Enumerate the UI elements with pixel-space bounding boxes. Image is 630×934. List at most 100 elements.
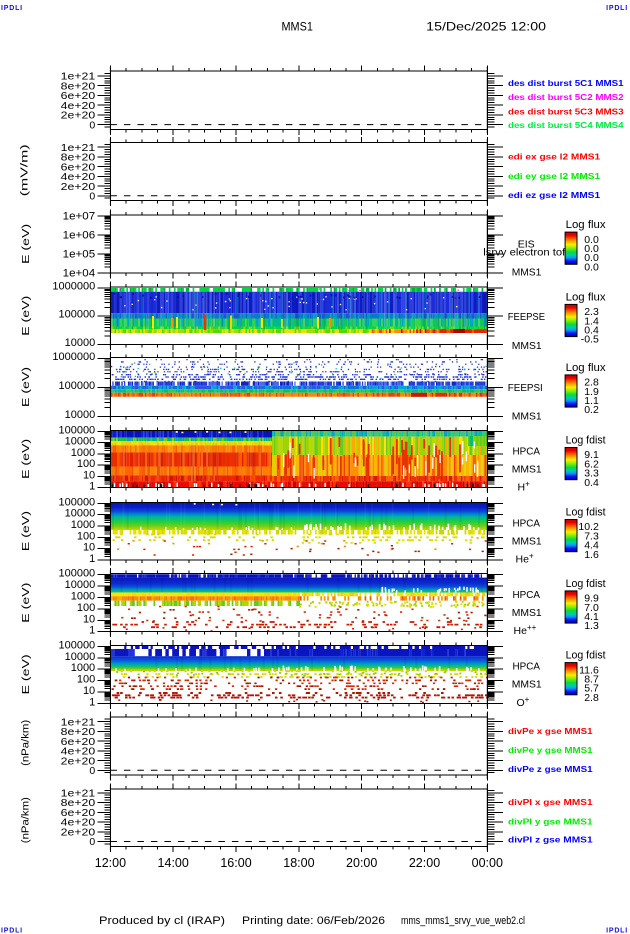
svg-text:1e+07: 1e+07	[63, 211, 96, 223]
svg-text:Log flux: Log flux	[566, 362, 607, 374]
svg-text:1e+21: 1e+21	[61, 716, 96, 728]
svg-text:(nPa/km): (nPa/km)	[20, 720, 32, 766]
svg-text:1000: 1000	[71, 662, 95, 674]
svg-text:0.4: 0.4	[584, 477, 599, 489]
svg-text:10000: 10000	[65, 409, 96, 421]
svg-text:11.6: 11.6	[579, 664, 599, 676]
svg-text:0.0: 0.0	[584, 243, 599, 255]
svg-text:18:00: 18:00	[283, 856, 314, 870]
svg-text:1.6: 1.6	[584, 549, 599, 561]
svg-text:2e+20: 2e+20	[61, 827, 96, 839]
svg-text:16:00: 16:00	[220, 856, 251, 870]
svg-text:7.3: 7.3	[584, 530, 599, 542]
svg-text:0: 0	[89, 191, 95, 203]
svg-text:1.3: 1.3	[584, 620, 599, 632]
svg-text:4.1: 4.1	[584, 611, 599, 623]
svg-text:E (eV): E (eV)	[20, 583, 32, 623]
svg-text:HPCA: HPCA	[513, 446, 541, 458]
svg-text:0.0: 0.0	[584, 252, 599, 264]
svg-text:IPDLI: IPDLI	[606, 928, 628, 934]
svg-text:1e+21: 1e+21	[61, 788, 96, 800]
svg-text:MMS1: MMS1	[512, 340, 542, 352]
svg-text:EIS: EIS	[518, 239, 535, 251]
svg-text:Printing date: 06/Feb/2026: Printing date: 06/Feb/2026	[242, 915, 385, 927]
svg-text:1: 1	[89, 481, 95, 493]
svg-text:5.7: 5.7	[584, 683, 599, 695]
svg-text:des dist burst 5C3 MMS3: des dist burst 5C3 MMS3	[508, 107, 624, 116]
svg-text:8e+20: 8e+20	[61, 80, 96, 92]
svg-text:divPI x gse MMS1: divPI x gse MMS1	[508, 798, 593, 807]
svg-text:divPI z gse MMS1: divPI z gse MMS1	[508, 836, 593, 845]
svg-text:7.0: 7.0	[584, 602, 599, 614]
svg-text:100000: 100000	[58, 496, 95, 508]
svg-text:12:00: 12:00	[95, 856, 126, 870]
svg-text:10: 10	[83, 613, 95, 625]
svg-text:MMS1: MMS1	[512, 464, 542, 476]
svg-text:2.3: 2.3	[584, 306, 599, 318]
svg-text:3.3: 3.3	[584, 468, 599, 480]
svg-text:MMS1: MMS1	[512, 267, 542, 279]
svg-text:2e+20: 2e+20	[61, 755, 96, 767]
svg-text:10: 10	[83, 542, 95, 554]
svg-text:4e+20: 4e+20	[61, 746, 96, 758]
svg-text:des dist burst 5C2 MMS2: des dist burst 5C2 MMS2	[508, 93, 624, 102]
svg-text:divPI y gse MMS1: divPI y gse MMS1	[508, 818, 593, 827]
svg-text:IPDLI: IPDLI	[1, 928, 23, 934]
svg-text:1000000: 1000000	[52, 281, 95, 293]
svg-text:9.1: 9.1	[584, 449, 599, 461]
svg-text:0: 0	[89, 119, 95, 131]
svg-text:Log fdist: Log fdist	[566, 507, 606, 519]
svg-text:6e+20: 6e+20	[61, 736, 96, 748]
svg-text:15/Dec/2025 12:00: 15/Dec/2025 12:00	[426, 19, 546, 33]
svg-text:1: 1	[89, 696, 95, 708]
svg-text:10.2: 10.2	[578, 521, 599, 533]
svg-text:MMS1: MMS1	[512, 411, 542, 423]
svg-text:2e+20: 2e+20	[61, 181, 96, 193]
svg-text:2.8: 2.8	[584, 377, 599, 389]
svg-text:(nPa/km): (nPa/km)	[20, 797, 32, 843]
svg-text:10000: 10000	[65, 436, 96, 448]
svg-text:0.0: 0.0	[584, 234, 599, 246]
svg-text:10000: 10000	[65, 579, 96, 591]
svg-text:1: 1	[89, 553, 95, 565]
svg-text:2e+20: 2e+20	[61, 110, 96, 122]
svg-text:edi ey gse l2 MMS1: edi ey gse l2 MMS1	[508, 172, 601, 181]
svg-text:FEEPSE: FEEPSE	[508, 311, 545, 323]
svg-text:0.0: 0.0	[584, 261, 599, 273]
svg-text:14:00: 14:00	[158, 856, 189, 870]
svg-text:6e+20: 6e+20	[61, 161, 96, 173]
svg-text:100: 100	[77, 530, 95, 542]
svg-text:1000: 1000	[71, 591, 95, 603]
svg-text:1e+21: 1e+21	[61, 142, 96, 154]
svg-text:divPe x gse MMS1: divPe x gse MMS1	[508, 727, 593, 736]
svg-text:100000: 100000	[58, 309, 95, 321]
svg-text:E (eV): E (eV)	[20, 296, 32, 336]
svg-text:MMS1: MMS1	[512, 679, 542, 691]
svg-text:FEEPSI: FEEPSI	[508, 382, 543, 394]
svg-text:6e+20: 6e+20	[61, 807, 96, 819]
svg-text:10000: 10000	[65, 337, 96, 349]
svg-text:4e+20: 4e+20	[61, 100, 96, 112]
svg-text:8e+20: 8e+20	[61, 726, 96, 738]
svg-text:4.4: 4.4	[584, 540, 599, 552]
svg-text:Log fdist: Log fdist	[566, 650, 606, 662]
svg-text:1e+05: 1e+05	[63, 249, 96, 261]
svg-text:8e+20: 8e+20	[61, 152, 96, 164]
svg-text:E (eV): E (eV)	[20, 367, 32, 407]
svg-text:des dist burst 5C1 MMS1: des dist burst 5C1 MMS1	[508, 79, 624, 88]
svg-text:1: 1	[89, 625, 95, 637]
svg-text:E (eV): E (eV)	[20, 224, 32, 264]
svg-text:MMS1: MMS1	[512, 607, 542, 619]
svg-text:IPDLI: IPDLI	[1, 5, 23, 12]
svg-text:10000: 10000	[65, 508, 96, 520]
svg-text:HPCA: HPCA	[513, 661, 541, 673]
svg-text:9.9: 9.9	[584, 593, 599, 605]
svg-text:1e+04: 1e+04	[63, 268, 96, 280]
svg-text:100: 100	[77, 674, 95, 686]
svg-text:Log fdist: Log fdist	[566, 435, 606, 447]
svg-text:22:00: 22:00	[409, 856, 440, 870]
svg-text:1.4: 1.4	[584, 315, 599, 327]
svg-text:10: 10	[83, 469, 95, 481]
svg-text:E (eV): E (eV)	[20, 511, 32, 551]
svg-text:(mV/m): (mV/m)	[19, 144, 31, 196]
